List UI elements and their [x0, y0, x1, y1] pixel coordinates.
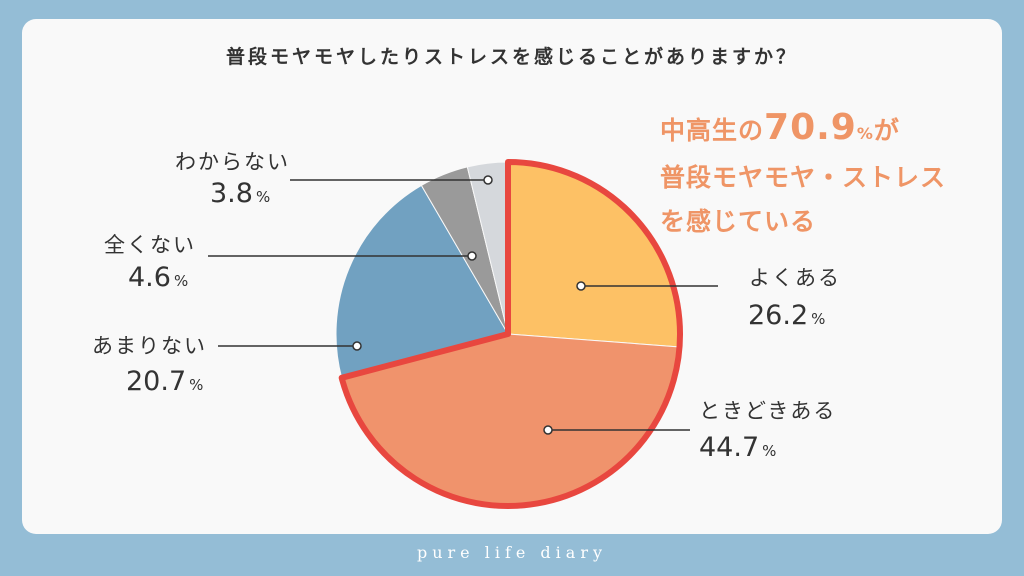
- slice-value-number: 20.7: [126, 366, 187, 397]
- pie-slice-3: [335, 184, 509, 379]
- highlight-unit: %: [856, 124, 874, 143]
- slice-value-unit: %: [811, 310, 826, 328]
- highlight-line-1: 中高生の70.9%が: [660, 106, 946, 156]
- highlight-outline: [338, 159, 683, 509]
- highlight-line-3: を感じている: [660, 207, 817, 236]
- slice-value-unit: %: [762, 442, 777, 460]
- leader-dot: [467, 251, 477, 261]
- slice-value-number: 26.2: [748, 300, 809, 331]
- slice-value-number: 4.6: [128, 262, 171, 293]
- slice-value: 20.7%: [126, 366, 203, 397]
- slice-value-number: 3.8: [210, 178, 253, 209]
- highlight-suffix: が: [873, 116, 900, 145]
- slice-value-unit: %: [189, 376, 204, 394]
- slice-label: ときどきある: [699, 399, 837, 423]
- highlight-line-2: 普段モヤモヤ・ストレス: [660, 163, 947, 192]
- slice-value: 3.8%: [210, 178, 270, 209]
- highlight-value: 70.9: [764, 107, 857, 148]
- leader-dot: [576, 281, 586, 291]
- slice-label: あまりない: [92, 334, 207, 358]
- chart-title: 普段モヤモヤしたりストレスを感じることがありますか？: [225, 46, 798, 68]
- footer-brand: pure life diary: [416, 543, 608, 562]
- slice-label: わからない: [175, 150, 290, 174]
- slice-value: 4.6%: [128, 262, 188, 293]
- highlight-prefix: 中高生の: [660, 116, 765, 145]
- slice-value-unit: %: [255, 188, 271, 206]
- slice-value: 44.7%: [699, 432, 776, 463]
- slice-value-number: 44.7: [699, 432, 760, 463]
- slice-label: 全くない: [104, 233, 196, 257]
- highlight-text: 中高生の70.9%が 普段モヤモヤ・ストレス を感じている: [660, 106, 946, 244]
- pie-slice-1: [507, 161, 681, 348]
- slice-value: 26.2%: [748, 300, 825, 331]
- leader-dot: [483, 175, 493, 185]
- leader-dot: [352, 341, 362, 351]
- slice-value-unit: %: [173, 272, 189, 290]
- leader-dot: [543, 425, 553, 435]
- slice-label: よくある: [749, 266, 841, 290]
